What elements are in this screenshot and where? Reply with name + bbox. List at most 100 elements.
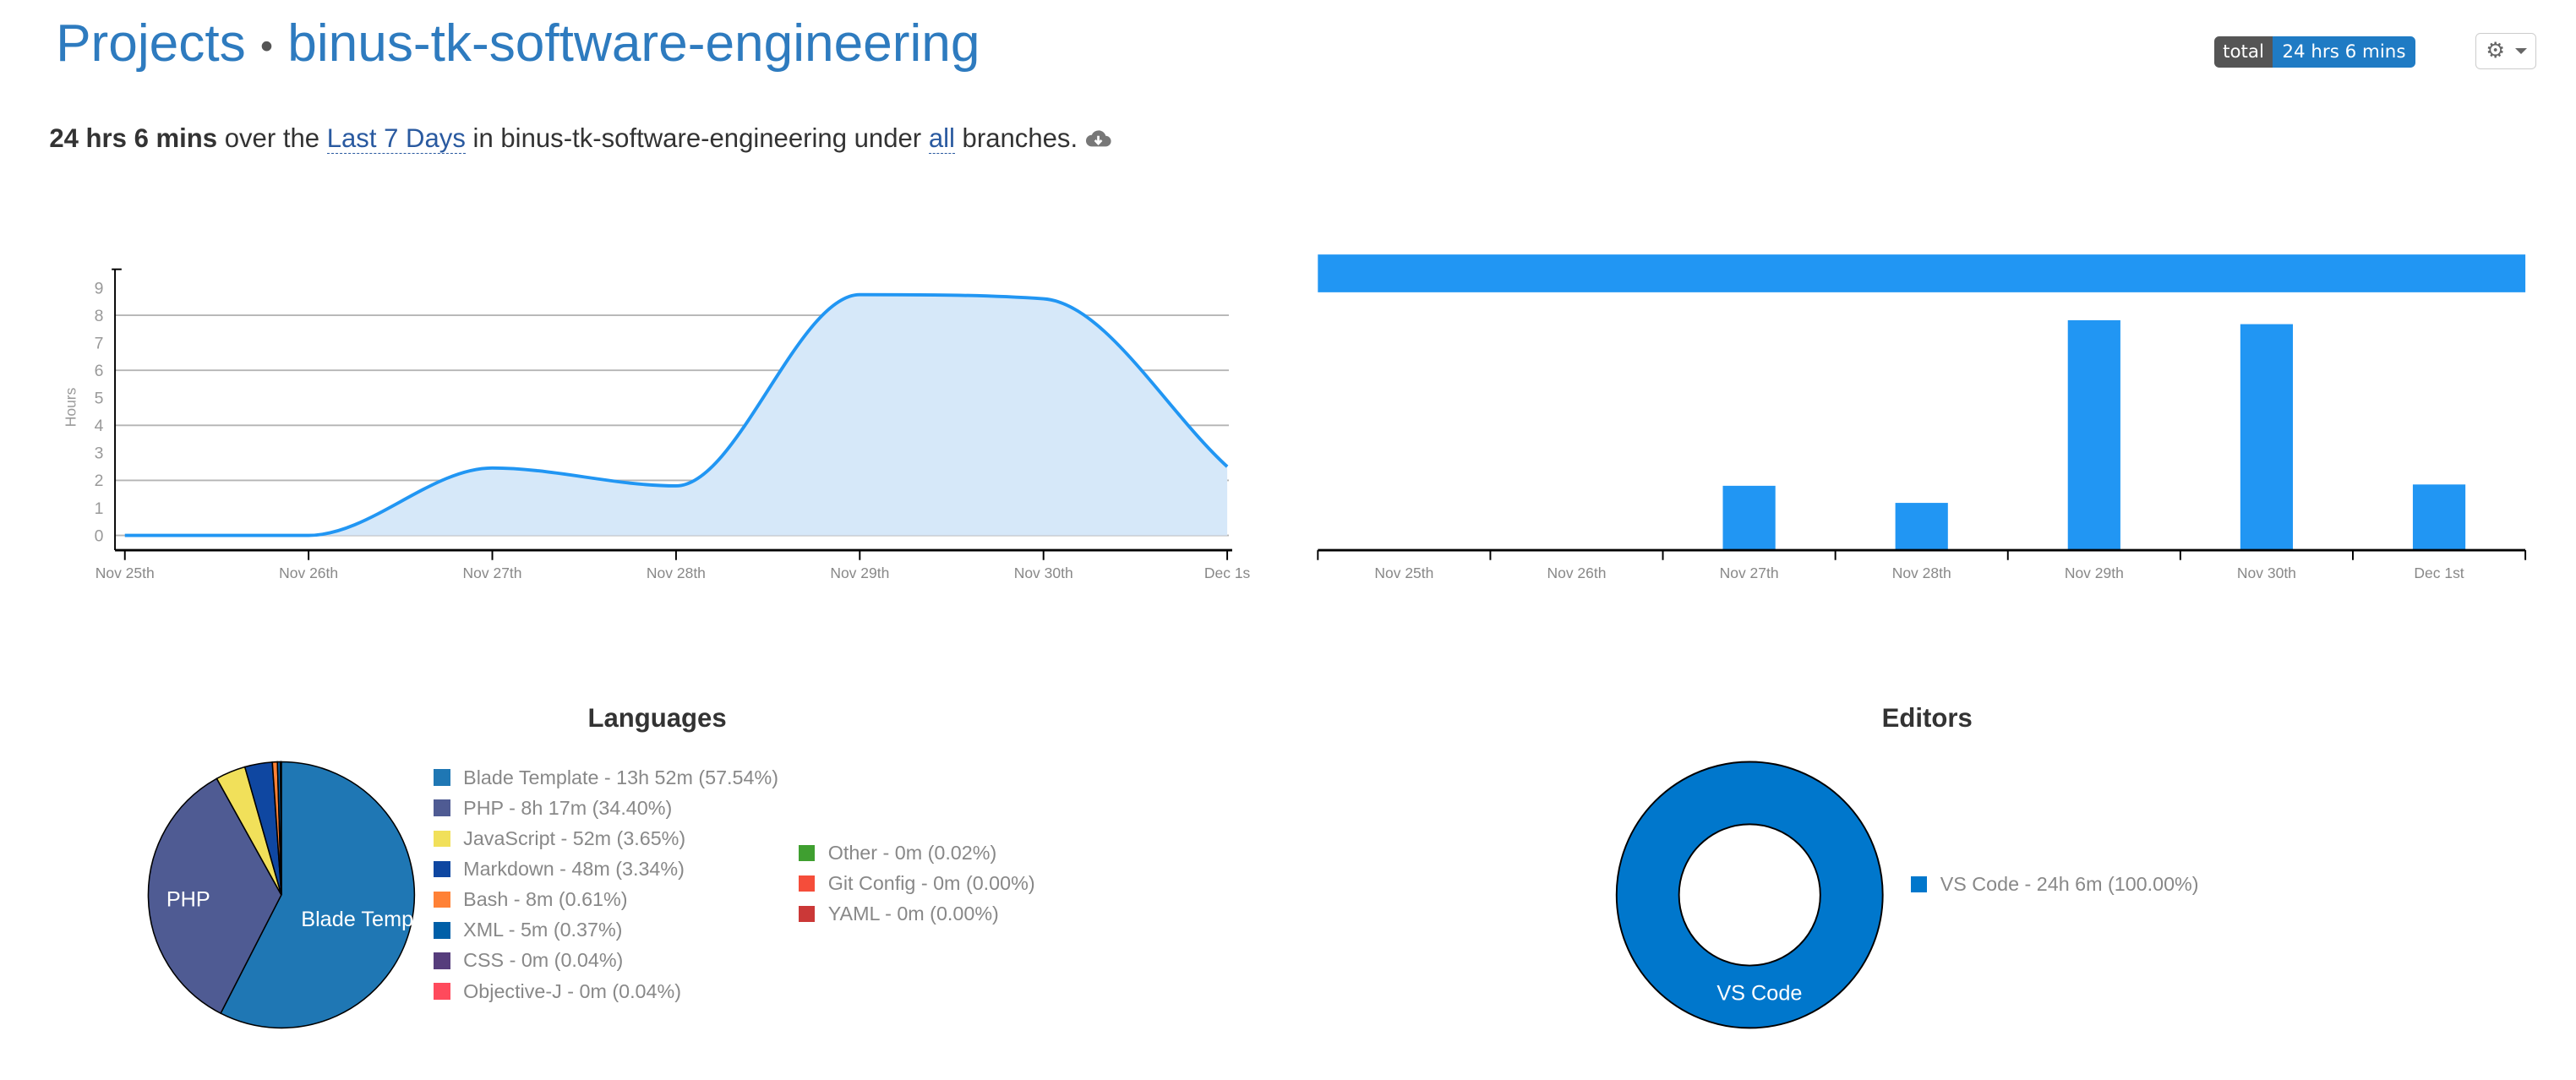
- legend-label: JavaScript - 52m (3.65%): [463, 826, 686, 849]
- legend-item: Blade Template - 13h 52m (57.54%): [434, 762, 778, 793]
- legend-label: YAML - 0m (0.00%): [827, 903, 999, 925]
- bar: [1895, 503, 1948, 551]
- x-tick-label: Nov 29th: [830, 565, 889, 581]
- legend-swatch: [1910, 875, 1928, 893]
- legend-label: Objective-J - 0m (0.04%): [463, 979, 681, 1002]
- y-tick-label: 8: [95, 307, 104, 325]
- area-fill: [124, 294, 1228, 536]
- legend-label: Markdown - 48m (3.34%): [463, 858, 685, 881]
- summary-text: branches.: [954, 123, 1085, 153]
- x-tick-label: Nov 25th: [96, 565, 155, 581]
- projects-link[interactable]: Projects: [56, 14, 246, 73]
- pie-slice: [147, 777, 282, 1015]
- legend-item: Git Config - 0m (0.00%): [798, 869, 1035, 899]
- languages-title: Languages: [587, 702, 727, 733]
- x-tick-label: Nov 27th: [463, 565, 522, 581]
- legend-swatch: [798, 875, 816, 892]
- legend-item: Objective-J - 0m (0.04%): [434, 976, 778, 1006]
- legend-label: CSS - 0m (0.04%): [463, 949, 624, 972]
- x-tick-label: Nov 26th: [279, 565, 338, 581]
- languages-legend-2: Other - 0m (0.02%) Git Config - 0m (0.00%…: [798, 837, 1035, 930]
- legend-swatch: [434, 983, 450, 1000]
- y-tick-label: 3: [95, 445, 104, 463]
- editors-title: Editors: [1881, 702, 1973, 733]
- summary-line: 24 hrs 6 mins over the Last 7 Days in bi…: [49, 123, 1111, 154]
- legend-item: CSS - 0m (0.04%): [434, 946, 778, 976]
- summary-text: in binus-tk-software-engineering under: [465, 123, 929, 153]
- legend-label: Blade Template - 13h 52m (57.54%): [463, 766, 778, 788]
- caret-down-icon: [2514, 47, 2527, 54]
- hours-area-chart: 0 1 2 3 4 5 6 7 8 9 Hours Nov 25th Nov 26th Nov 27th N…: [62, 268, 1251, 581]
- legend-item: XML - 5m (0.37%): [434, 915, 778, 946]
- pie-slice: [219, 761, 415, 1029]
- editors-donut-chart: VS Code: [1615, 761, 1884, 1029]
- y-tick-label: 7: [95, 335, 104, 353]
- badge-label: total: [2214, 35, 2273, 68]
- bar: [1722, 486, 1776, 551]
- legend-swatch: [434, 860, 450, 878]
- x-tick-label: Dec 1st: [2414, 565, 2464, 581]
- legend-label: Git Config - 0m (0.00%): [827, 872, 1035, 895]
- legend-item: Other - 0m (0.02%): [798, 837, 1035, 868]
- branch-bar-chart: Nov 25th Nov 26th Nov 27th Nov 28th Nov 29th…: [1317, 254, 2526, 581]
- x-tick-label: Nov 25th: [1374, 565, 1433, 581]
- legend-swatch: [434, 922, 450, 939]
- x-tick-label: Dec 1s: [1204, 565, 1251, 581]
- y-axis-label: Hours: [62, 388, 79, 428]
- project-name: binus-tk-software-engineering: [287, 14, 980, 73]
- series-line: [124, 292, 1229, 537]
- y-tick-label: 9: [95, 279, 104, 297]
- x-tick-label: Nov 26th: [1547, 565, 1606, 581]
- legend-item: Bash - 8m (0.61%): [434, 885, 778, 915]
- total-time: 24 hrs 6 mins: [49, 123, 218, 153]
- legend-swatch: [798, 844, 816, 862]
- legend-item: Markdown - 48m (3.34%): [434, 854, 778, 884]
- slice-label: PHP: [166, 888, 210, 912]
- legend-label: Other - 0m (0.02%): [827, 841, 997, 864]
- bar: [2067, 320, 2120, 551]
- y-tick-label: 6: [95, 362, 104, 380]
- y-tick-label: 1: [95, 499, 104, 518]
- settings-dropdown-button[interactable]: ⚙: [2475, 32, 2537, 69]
- legend-label: Bash - 8m (0.61%): [463, 888, 628, 911]
- slice-label: Blade Temp: [301, 908, 413, 931]
- date-range-link[interactable]: Last 7 Days: [326, 123, 466, 154]
- x-tick-label: Nov 29th: [2064, 565, 2123, 581]
- donut-hole: [1678, 823, 1821, 967]
- legend-item: JavaScript - 52m (3.65%): [434, 823, 778, 854]
- x-tick-label: Nov 30th: [1014, 565, 1073, 581]
- y-tick-label: 2: [95, 472, 104, 490]
- y-tick-label: 4: [95, 417, 104, 435]
- summary-text: over the: [217, 123, 327, 153]
- branches-link[interactable]: all: [928, 123, 955, 154]
- badge-value: 24 hrs 6 mins: [2272, 35, 2416, 68]
- total-bar: [1317, 254, 2525, 293]
- legend-swatch: [434, 830, 450, 848]
- legend-item: PHP - 8h 17m (34.40%): [434, 793, 778, 823]
- x-tick-label: Nov 28th: [647, 565, 706, 581]
- legend-swatch: [434, 952, 450, 969]
- x-tick-label: Nov 27th: [1719, 565, 1778, 581]
- total-badge: total 24 hrs 6 mins: [2214, 35, 2416, 68]
- gear-icon: ⚙: [2486, 39, 2505, 63]
- languages-pie-chart: Blade Temp PHP: [147, 761, 415, 1029]
- legend-item: YAML - 0m (0.00%): [798, 899, 1035, 930]
- separator: •: [260, 25, 273, 67]
- legend-swatch: [434, 891, 450, 908]
- legend-swatch: [434, 769, 450, 786]
- x-tick-label: Nov 28th: [1891, 565, 1951, 581]
- y-tick-label: 0: [95, 527, 104, 546]
- cloud-download-icon[interactable]: [1085, 128, 1111, 148]
- legend-label: PHP - 8h 17m (34.40%): [463, 796, 673, 819]
- legend-item: VS Code - 24h 6m (100.00%): [1910, 869, 2199, 899]
- slice-label: VS Code: [1716, 982, 1802, 1006]
- legend-label: XML - 5m (0.37%): [463, 919, 623, 941]
- editors-legend: VS Code - 24h 6m (100.00%): [1910, 869, 2199, 899]
- legend-swatch: [434, 799, 450, 816]
- languages-legend: Blade Template - 13h 52m (57.54%) PHP - 8…: [434, 762, 778, 1006]
- legend-swatch: [798, 906, 816, 923]
- bar: [2412, 484, 2465, 551]
- legend-label: VS Code - 24h 6m (100.00%): [1940, 872, 2199, 895]
- y-tick-label: 5: [95, 390, 104, 408]
